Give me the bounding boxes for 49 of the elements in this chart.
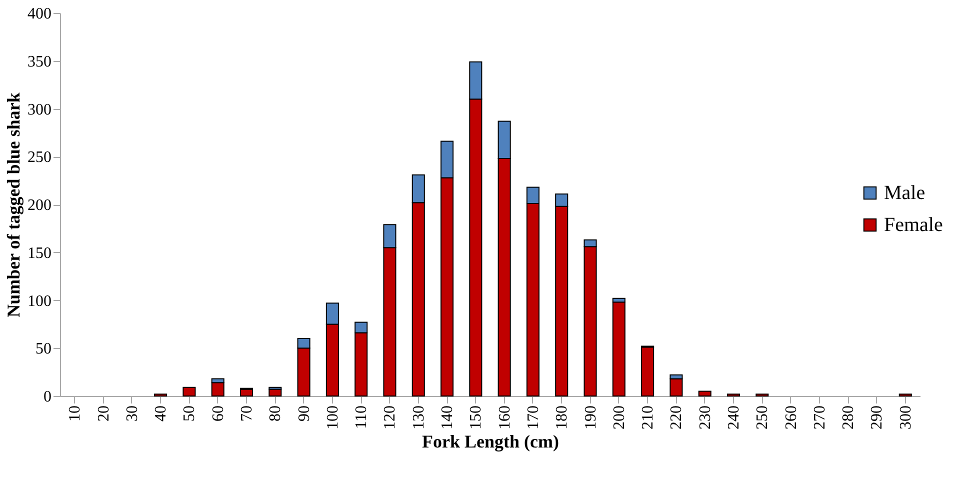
y-tick-label: 0: [44, 388, 52, 406]
x-tick-label: 150: [468, 406, 485, 430]
x-tick-label: 190: [582, 406, 600, 430]
x-tick-label: 30: [124, 406, 141, 422]
x-tick-label: 250: [754, 406, 772, 430]
x-tick-label: 180: [554, 406, 571, 430]
x-tick-label: 120: [382, 406, 399, 430]
bar: [182, 386, 196, 396]
legend-label: Female: [884, 214, 943, 236]
x-tick-label: 60: [210, 406, 227, 422]
x-tick-label: 80: [267, 406, 284, 422]
x-tick-label: 90: [296, 406, 313, 422]
x-tick-label: 290: [868, 406, 886, 430]
x-tick-label: 260: [782, 406, 800, 430]
x-axis-title: Fork Length (cm): [422, 432, 559, 452]
bar: [612, 302, 626, 396]
x-tick-label: 10: [66, 406, 84, 422]
x-tick-label: 100: [324, 406, 342, 430]
y-tick-label: 50: [36, 340, 52, 358]
x-tick-label: 280: [840, 406, 858, 430]
x-tick-label: 270: [811, 406, 828, 430]
y-axis-title: Number of tagged blue shark: [4, 92, 24, 318]
bar: [211, 382, 224, 396]
bar: [698, 390, 712, 396]
x-tick-label: 220: [668, 406, 686, 430]
bar: [670, 378, 683, 396]
y-tick-label: 300: [28, 101, 52, 118]
y-tick-label: 200: [28, 197, 52, 214]
x-tick-label: 110: [353, 406, 370, 429]
y-tick-label: 350: [28, 53, 52, 70]
x-tick-label: 210: [640, 406, 657, 430]
y-tick-label: 150: [28, 244, 52, 262]
x-tick-label: 240: [726, 406, 743, 430]
x-tick-label: 20: [95, 406, 112, 422]
legend-label: Male: [884, 182, 926, 204]
x-tick-label: 170: [524, 406, 542, 430]
x-tick-label: 40: [152, 406, 170, 422]
bar: [641, 346, 654, 396]
x-tick-label: 160: [496, 406, 514, 430]
y-tick-label: 400: [28, 6, 52, 22]
y-tick-label: 250: [28, 149, 52, 166]
x-tick-label: 230: [696, 406, 714, 430]
x-tick-label: 200: [610, 406, 628, 430]
x-tick-label: 50: [181, 406, 198, 422]
x-tick-label: 300: [897, 406, 914, 430]
x-tick-label: 70: [238, 406, 256, 422]
y-tick-label: 100: [28, 292, 52, 310]
x-tick-label: 140: [439, 406, 456, 430]
x-tick-label: 130: [410, 406, 428, 430]
